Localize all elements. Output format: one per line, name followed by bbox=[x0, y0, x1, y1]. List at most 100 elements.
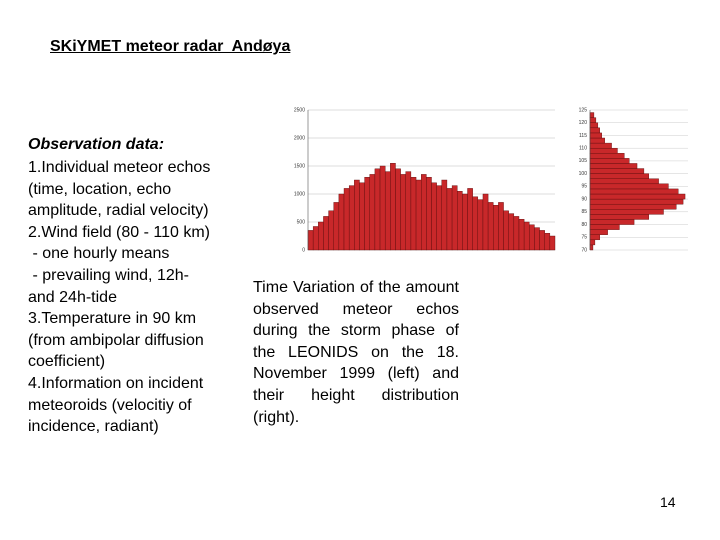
y-tick-label: 85 bbox=[581, 209, 587, 215]
y-tick-label: 75 bbox=[581, 235, 587, 241]
bar bbox=[534, 227, 540, 251]
bar bbox=[589, 127, 601, 134]
bar bbox=[426, 176, 432, 251]
bar bbox=[493, 204, 499, 251]
bar bbox=[379, 165, 386, 251]
bar bbox=[589, 188, 679, 195]
bar bbox=[359, 182, 365, 251]
list-line: 2.Wind field (80 - 110 km) bbox=[28, 223, 210, 241]
page-number: 14 bbox=[660, 494, 676, 510]
bar bbox=[589, 209, 664, 215]
y-tick-label: 105 bbox=[579, 158, 588, 164]
y-tick-label: 2000 bbox=[294, 135, 305, 141]
bar bbox=[589, 163, 638, 169]
bar bbox=[343, 188, 350, 251]
list-line: (time, location, echo bbox=[28, 180, 172, 198]
bar bbox=[589, 224, 620, 230]
bar bbox=[589, 229, 608, 235]
bar bbox=[405, 171, 412, 251]
y-tick-label: 100 bbox=[579, 171, 588, 177]
list-line: - one hourly means bbox=[28, 245, 170, 263]
bar bbox=[436, 185, 442, 251]
bar bbox=[369, 174, 376, 251]
list-line: 1.Individual meteor echos bbox=[28, 159, 211, 176]
bar bbox=[589, 178, 659, 185]
bar bbox=[374, 168, 381, 251]
bar bbox=[395, 168, 401, 251]
bar bbox=[482, 193, 489, 251]
bar bbox=[589, 219, 635, 225]
bar bbox=[328, 210, 334, 251]
list-line: 3.Temperature in 90 km bbox=[28, 310, 197, 328]
bar bbox=[312, 226, 319, 251]
y-tick-label: 110 bbox=[579, 146, 587, 152]
bar bbox=[503, 210, 509, 251]
bar bbox=[333, 202, 340, 251]
bar bbox=[589, 122, 599, 129]
bar bbox=[462, 193, 468, 251]
bar bbox=[421, 174, 427, 251]
bar bbox=[539, 230, 545, 251]
y-tick-label: 115 bbox=[579, 133, 587, 139]
bar bbox=[441, 179, 448, 251]
bar bbox=[549, 235, 556, 251]
bar bbox=[589, 203, 677, 210]
list-line: and 24h-tide bbox=[28, 288, 117, 306]
y-tick-label: 70 bbox=[581, 247, 587, 253]
y-tick-label: 90 bbox=[581, 196, 587, 202]
bar bbox=[348, 185, 355, 251]
y-tick-label: 2500 bbox=[294, 107, 305, 113]
bar bbox=[467, 188, 473, 251]
list-line: meteoroids (velocitiy of bbox=[28, 396, 192, 414]
list-line: 4.Information on incident bbox=[28, 375, 204, 392]
bar bbox=[354, 179, 360, 251]
bar bbox=[518, 218, 525, 251]
bar bbox=[589, 193, 686, 200]
bar bbox=[589, 198, 684, 205]
bar bbox=[307, 230, 314, 251]
bar bbox=[523, 221, 530, 251]
bar bbox=[589, 142, 612, 149]
bar bbox=[472, 196, 479, 251]
bar bbox=[589, 137, 605, 144]
bar bbox=[457, 190, 463, 251]
bar bbox=[364, 176, 370, 251]
bar bbox=[390, 162, 396, 251]
bar bbox=[318, 221, 324, 251]
y-tick-label: 500 bbox=[297, 219, 306, 225]
bar bbox=[400, 174, 406, 251]
list-line: coefficient) bbox=[28, 353, 106, 371]
bar bbox=[410, 176, 417, 251]
bar bbox=[589, 158, 630, 164]
bar bbox=[508, 213, 515, 251]
bar bbox=[498, 202, 504, 251]
y-tick-label: 120 bbox=[579, 120, 588, 126]
y-tick-label: 1000 bbox=[294, 191, 305, 197]
bar bbox=[589, 244, 594, 251]
bar bbox=[544, 232, 551, 251]
bar bbox=[589, 214, 649, 220]
bar bbox=[446, 188, 453, 251]
bar bbox=[589, 173, 649, 179]
bar bbox=[323, 216, 329, 251]
y-tick-label: 95 bbox=[581, 184, 587, 190]
y-tick-label: 80 bbox=[581, 222, 587, 228]
bar bbox=[338, 193, 345, 251]
heading: Observation data: bbox=[28, 136, 165, 153]
bar bbox=[529, 224, 535, 251]
bar bbox=[589, 112, 595, 118]
bar bbox=[589, 239, 596, 246]
bar bbox=[431, 182, 437, 251]
bar bbox=[477, 199, 484, 251]
caption: Time Variation of the amount observed me… bbox=[253, 279, 459, 426]
list-line: incidence, radiant) bbox=[28, 418, 159, 436]
bar bbox=[487, 202, 494, 251]
bar bbox=[589, 168, 645, 174]
list-line: (from ambipolar diffusion bbox=[28, 331, 204, 349]
y-tick-label: 0 bbox=[302, 247, 305, 253]
bar bbox=[589, 183, 669, 190]
bar bbox=[415, 179, 422, 251]
bar bbox=[589, 117, 597, 123]
